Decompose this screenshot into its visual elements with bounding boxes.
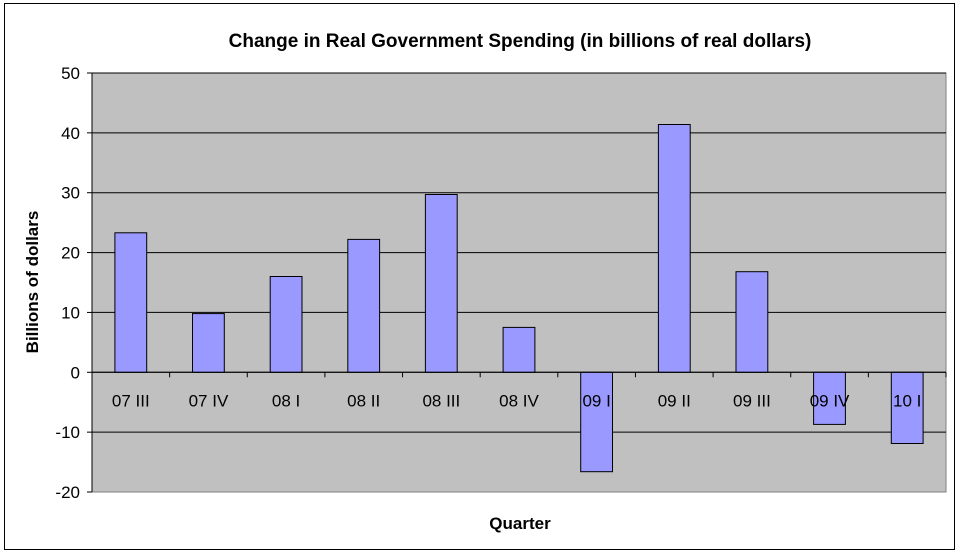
y-tick-label: 50 xyxy=(61,64,80,83)
x-tick-label: 10 I xyxy=(893,391,921,410)
y-tick-label: 10 xyxy=(61,303,80,322)
y-tick-label: 0 xyxy=(71,363,80,382)
x-tick-label: 09 I xyxy=(582,391,610,410)
x-tick-label: 08 II xyxy=(347,391,380,410)
y-tick-label: 20 xyxy=(61,244,80,263)
x-tick-label: 09 II xyxy=(658,391,691,410)
bar-09-iv xyxy=(813,371,846,425)
y-axis-title: Billions of dollars xyxy=(23,211,42,354)
bar-08-iv xyxy=(502,326,536,373)
x-tick-label: 07 III xyxy=(112,391,150,410)
y-tick-label: 40 xyxy=(61,124,80,143)
y-axis-tick-labels: -20 -10 0 10 20 30 40 50 xyxy=(55,64,80,502)
bar-08-i xyxy=(269,276,303,373)
bar-07-iv xyxy=(192,313,225,373)
y-tick-label: -20 xyxy=(55,483,80,502)
x-tick-label: 08 IV xyxy=(499,391,539,410)
x-tick-label: 08 III xyxy=(422,391,460,410)
x-axis-tick-labels: 07 III 07 IV 08 I 08 II 08 III 08 IV 09 I 09 II… xyxy=(112,391,921,410)
bar-09-i xyxy=(580,371,614,473)
bar-09-iii xyxy=(735,271,769,373)
x-tick-label: 09 III xyxy=(733,391,771,410)
bar-08-ii xyxy=(347,238,381,373)
x-tick-label: 08 I xyxy=(272,391,300,410)
y-tick-label: -10 xyxy=(55,423,80,442)
bar-07-iii xyxy=(114,232,148,373)
bar-08-iii xyxy=(424,194,458,373)
bar-09-ii xyxy=(657,124,691,373)
bars xyxy=(114,124,924,473)
x-tick-label: 09 IV xyxy=(810,391,850,410)
chart-title: Change in Real Government Spending (in b… xyxy=(229,31,812,52)
x-tick-label: 07 IV xyxy=(189,391,229,410)
bar-10-i xyxy=(890,371,924,444)
y-tick-label: 30 xyxy=(61,184,80,203)
axes xyxy=(87,72,947,493)
x-axis-title: Quarter xyxy=(489,514,551,533)
plot-area xyxy=(91,72,947,493)
